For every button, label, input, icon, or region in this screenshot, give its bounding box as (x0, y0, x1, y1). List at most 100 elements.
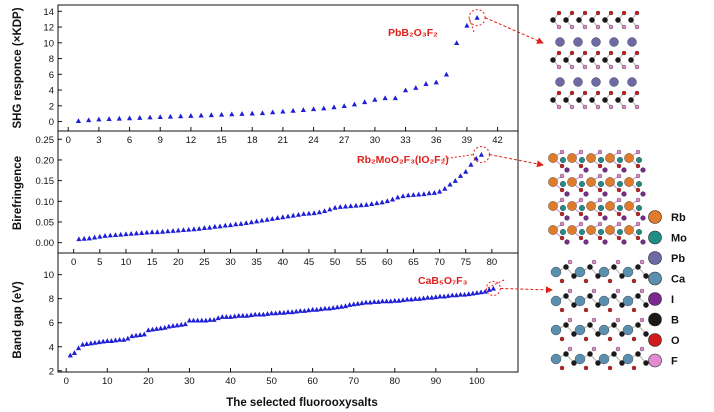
iodine-atom (621, 215, 627, 221)
legend-label-ca: Ca (671, 274, 686, 286)
fluorine-atom (591, 317, 597, 323)
birefringence-point (353, 202, 359, 208)
boron-atom (563, 351, 569, 357)
shg-point (188, 113, 194, 118)
oxygen-atom (582, 10, 588, 16)
bandgap-point (199, 317, 205, 323)
birefringence-point (436, 188, 443, 194)
bandgap-point (425, 294, 431, 300)
calcium-atom (622, 324, 634, 336)
lead-atom (573, 77, 583, 87)
boron-atom (595, 331, 601, 337)
bandgap-point (166, 323, 172, 329)
bandgap-point (277, 309, 283, 315)
lead-atom (627, 77, 637, 87)
bandgap-point (75, 345, 82, 351)
birefringence-xtick-label: 15 (147, 257, 158, 268)
calcium-atom (622, 353, 634, 365)
bandgap-point (482, 288, 488, 294)
oxygen-atom (583, 365, 589, 371)
fluorine-atom (597, 149, 603, 155)
shg-point (362, 99, 368, 105)
shg-point (474, 15, 480, 20)
boron-atom (550, 97, 556, 103)
shg-ytick-label: 8 (49, 54, 54, 65)
fluorine-atom (578, 173, 584, 179)
boron-atom (563, 57, 569, 63)
birefringence-annotation-arrow (489, 154, 544, 168)
birefringence-point (348, 203, 354, 209)
birefringence-point (384, 198, 390, 204)
bandgap-point (363, 299, 369, 305)
bandgap-point (182, 321, 188, 327)
iodine-atom (564, 239, 570, 245)
birefringence-point (316, 209, 322, 215)
shg-point (351, 101, 358, 107)
bandgap-point (383, 298, 390, 304)
shg-xtick-label: 15 (216, 135, 227, 146)
legend-label-b: B (671, 315, 679, 327)
oxygen-atom (621, 10, 627, 16)
legend-label-mo: Mo (671, 233, 687, 245)
bandgap-point (195, 317, 201, 323)
birefringence-point (327, 206, 333, 212)
calcium-atom (598, 353, 610, 365)
shg-point (147, 114, 153, 120)
shg-point (167, 113, 174, 119)
boron-atom (643, 331, 649, 337)
bandgap-point (334, 304, 340, 310)
calcium-atom (550, 353, 562, 365)
birefringence-point (363, 202, 370, 207)
bandgap-point (100, 338, 106, 344)
bandgap-point (223, 314, 229, 319)
bandgap-point (84, 341, 90, 346)
rubidium-atom (624, 177, 634, 187)
shg-point (310, 106, 317, 112)
birefringence-point (400, 193, 406, 199)
bandgap-point (67, 352, 73, 358)
shg-point (86, 117, 92, 123)
birefringence-point (421, 191, 427, 197)
fluorine-atom (595, 24, 601, 30)
bandgap-ylabel: Band gap (eV) (12, 281, 24, 358)
boron-atom (563, 293, 569, 299)
iodine-atom (621, 239, 627, 245)
shg-point (218, 111, 225, 117)
bandgap-annotation-leader (486, 279, 505, 289)
fluorine-atom (639, 346, 645, 352)
shg-point (443, 71, 450, 77)
bandgap-point (297, 308, 303, 313)
shg-point (331, 104, 337, 110)
bandgap-point (162, 324, 168, 330)
birefringence-point (463, 168, 469, 174)
shg-point (433, 79, 439, 85)
bandgap-point (141, 331, 147, 337)
legend-swatch-i (648, 292, 662, 306)
fluorine-atom (634, 64, 640, 70)
fluorine-atom (597, 221, 603, 227)
shg-point (178, 113, 184, 119)
iodine-atom (564, 215, 570, 221)
fluorine-atom (595, 104, 601, 110)
rubidium-atom (567, 201, 577, 211)
calcium-atom (550, 324, 562, 336)
rubidium-atom (586, 201, 596, 211)
bandgap-point (449, 292, 455, 298)
fluorine-atom (616, 197, 622, 203)
birefringence-point (139, 230, 145, 235)
shg-xtick-label: 12 (186, 135, 197, 146)
fluorine-atom (639, 317, 645, 323)
oxygen-atom (634, 50, 640, 56)
fluorine-atom (634, 104, 640, 110)
fluorine-atom (556, 24, 562, 30)
birefringence-point (180, 227, 187, 233)
bandgap-point (174, 322, 180, 328)
shg-point (116, 115, 122, 121)
bandgap-point (462, 291, 468, 297)
bandgap-point (441, 293, 447, 299)
bandgap-point (326, 305, 332, 311)
birefringence-xtick-label: 50 (330, 257, 341, 268)
fluorine-atom (608, 104, 614, 110)
bandgap-point (244, 312, 250, 318)
